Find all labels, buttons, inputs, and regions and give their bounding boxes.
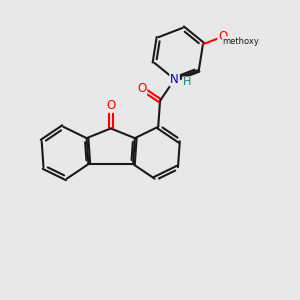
Text: H: H [183,77,191,87]
Text: methoxy: methoxy [223,37,260,46]
Text: O: O [106,99,116,112]
Text: O: O [137,82,146,95]
Text: O: O [218,30,227,43]
Text: N: N [170,73,179,86]
